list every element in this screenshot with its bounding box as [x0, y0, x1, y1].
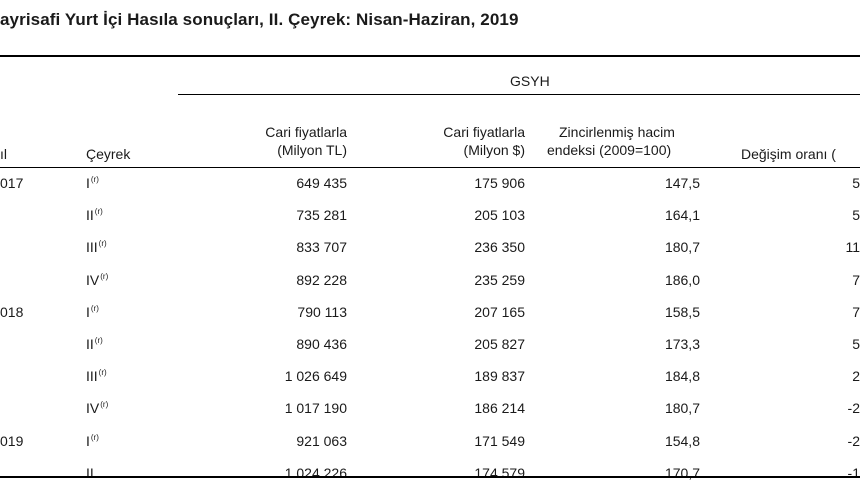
row-value-usd: 235 259 [474, 272, 525, 288]
column-header-change: Değişim oranı ( [741, 146, 836, 162]
row-quarter-label: II [86, 336, 94, 352]
row-value-change: 11 [845, 239, 860, 255]
row-value-usd: 236 350 [474, 239, 525, 255]
row-value-change: 5 [852, 175, 860, 191]
row-value-change: -2 [847, 433, 860, 449]
row-value-index: 180,7 [664, 239, 700, 255]
row-value-change: -1 [847, 465, 860, 481]
row-quarter-label: II [86, 207, 94, 223]
row-value-usd: 189 837 [474, 368, 525, 384]
row-quarter-label: III [86, 368, 98, 384]
gsyh-group-header: GSYH [510, 73, 550, 89]
row-value-tl: 735 281 [296, 207, 347, 223]
row-value-tl: 1 024 226 [284, 465, 347, 481]
column-header-quarter: Çeyrek [86, 146, 131, 162]
row-value-change: 5 [852, 207, 860, 223]
revised-mark: (r) [100, 400, 109, 409]
row-quarter: II(r) [86, 336, 103, 353]
revised-mark: (r) [90, 433, 99, 442]
row-value-change: 5 [852, 336, 860, 352]
column-header-index-line1: Zincirlenmiş hacim [559, 124, 675, 140]
row-value-tl: 890 436 [296, 336, 347, 352]
row-value-index: 184,8 [664, 368, 700, 384]
row-quarter-label: III [86, 239, 98, 255]
revised-mark: (r) [94, 336, 103, 345]
row-value-change: 2 [852, 368, 860, 384]
row-value-usd: 186 214 [474, 400, 525, 416]
header-bottom-rule [0, 167, 860, 168]
row-quarter: II(r) [86, 207, 103, 224]
row-quarter: I(r) [86, 175, 99, 192]
row-year: 019 [0, 433, 24, 449]
column-header-year: ıl [0, 146, 7, 162]
row-value-usd: 205 103 [474, 207, 525, 223]
row-quarter-label: IV [86, 272, 100, 288]
row-value-tl: 833 707 [296, 239, 347, 255]
row-value-index: 186,0 [664, 272, 700, 288]
row-quarter: IV(r) [86, 272, 108, 289]
row-quarter: II [86, 465, 94, 482]
row-value-usd: 171 549 [474, 433, 525, 449]
revised-mark: (r) [98, 368, 107, 377]
row-quarter: III(r) [86, 239, 107, 256]
row-value-index: 154,8 [664, 433, 700, 449]
column-header-usd-line1: Cari fiyatlarla [443, 124, 525, 140]
row-quarter: IV(r) [86, 400, 108, 417]
table-bottom-rule [0, 476, 860, 478]
revised-mark: (r) [94, 207, 103, 216]
row-quarter: I(r) [86, 433, 99, 450]
row-value-tl: 649 435 [296, 175, 347, 191]
revised-mark: (r) [100, 272, 109, 281]
row-value-tl: 790 113 [297, 304, 347, 320]
row-value-change: 7 [852, 304, 860, 320]
revised-mark: (r) [90, 304, 99, 313]
row-value-tl: 1 017 190 [284, 400, 347, 416]
column-header-tl-line1: Cari fiyatlarla [265, 124, 347, 140]
row-value-index: 158,5 [664, 304, 700, 320]
column-header-tl-line2: (Milyon TL) [277, 142, 347, 158]
row-quarter: III(r) [86, 368, 107, 385]
revised-mark: (r) [98, 239, 107, 248]
row-value-change: 7 [852, 272, 860, 288]
row-value-tl: 921 063 [296, 433, 347, 449]
row-quarter-label: I [86, 304, 90, 320]
row-value-tl: 892 228 [296, 272, 347, 288]
row-value-usd: 174 579 [474, 465, 525, 481]
table-top-rule [0, 55, 860, 57]
row-value-tl: 1 026 649 [284, 368, 347, 384]
row-year: 018 [0, 304, 24, 320]
row-quarter-label: I [86, 175, 90, 191]
page-title: ayrisafi Yurt İçi Hasıla sonuçları, II. … [0, 10, 519, 29]
row-year: 017 [0, 175, 24, 191]
row-value-usd: 175 906 [474, 175, 525, 191]
row-value-index: 173,3 [664, 336, 700, 352]
row-quarter-label: I [86, 433, 90, 449]
row-value-index: 164,1 [664, 207, 700, 223]
row-quarter: I(r) [86, 304, 99, 321]
row-value-index: 170,7 [664, 465, 700, 481]
row-value-index: 180,7 [664, 400, 700, 416]
revised-mark: (r) [90, 175, 99, 184]
row-value-usd: 207 165 [474, 304, 525, 320]
gsyh-group-rule [178, 94, 860, 95]
row-quarter-label: IV [86, 400, 100, 416]
row-value-usd: 205 827 [474, 336, 525, 352]
column-header-usd-line2: (Milyon $) [463, 142, 525, 158]
row-value-index: 147,5 [664, 175, 700, 191]
row-quarter-label: II [86, 465, 94, 481]
column-header-index-line2: endeksi (2009=100) [547, 142, 672, 158]
row-value-change: -2 [847, 400, 860, 416]
